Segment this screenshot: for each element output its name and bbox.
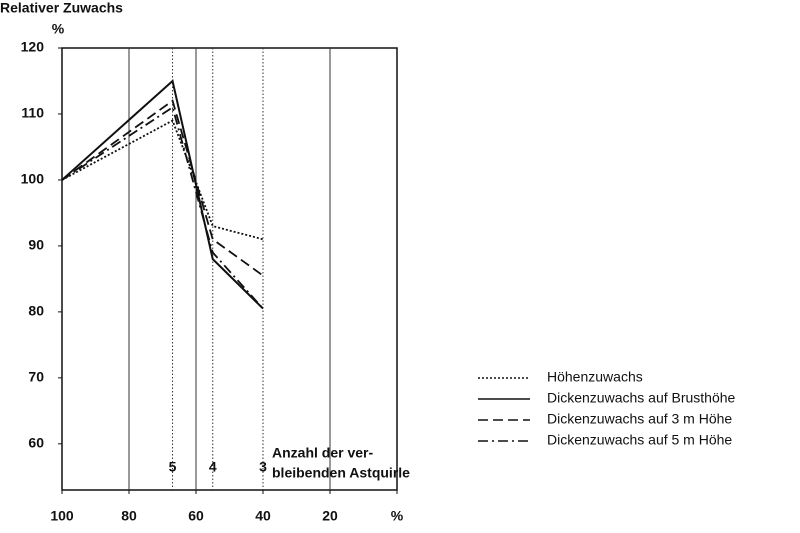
legend-label: Höhenzuwachs <box>547 369 643 385</box>
annotation: Anzahl der ver- <box>272 445 373 461</box>
x-tick-label: % <box>391 508 404 524</box>
x-tick-label: 60 <box>188 508 204 524</box>
plot-frame <box>61 47 398 491</box>
reference-label: 5 <box>169 459 177 475</box>
x-tick-label: 20 <box>322 508 338 524</box>
y-tick-label: 80 <box>28 303 44 319</box>
legend-label: Dickenzuwachs auf 3 m Höhe <box>547 411 732 427</box>
y-tick-label: 60 <box>28 435 44 451</box>
legend-label: Dickenzuwachs auf Brusthöhe <box>547 390 736 406</box>
y-tick-label: 100 <box>21 171 45 187</box>
y-unit: % <box>52 21 65 37</box>
series-line <box>61 119 264 241</box>
series-line <box>61 79 264 310</box>
annotation: bleibenden Astquirle <box>272 465 410 481</box>
y-tick-label: 110 <box>21 105 44 121</box>
reference-label: 3 <box>259 459 267 475</box>
x-tick-label: 40 <box>255 508 271 524</box>
x-tick-label: 80 <box>121 508 137 524</box>
reference-label: 4 <box>209 459 217 475</box>
chart-title: Relativer Zuwachs <box>0 0 123 16</box>
y-tick-label: 70 <box>28 369 44 385</box>
y-tick-label: 120 <box>21 39 45 55</box>
legend-label: Dickenzuwachs auf 5 m Höhe <box>547 432 732 448</box>
series-line <box>61 105 264 310</box>
y-tick-label: 90 <box>28 237 44 253</box>
series-line <box>61 99 264 277</box>
x-tick-label: 100 <box>50 508 74 524</box>
